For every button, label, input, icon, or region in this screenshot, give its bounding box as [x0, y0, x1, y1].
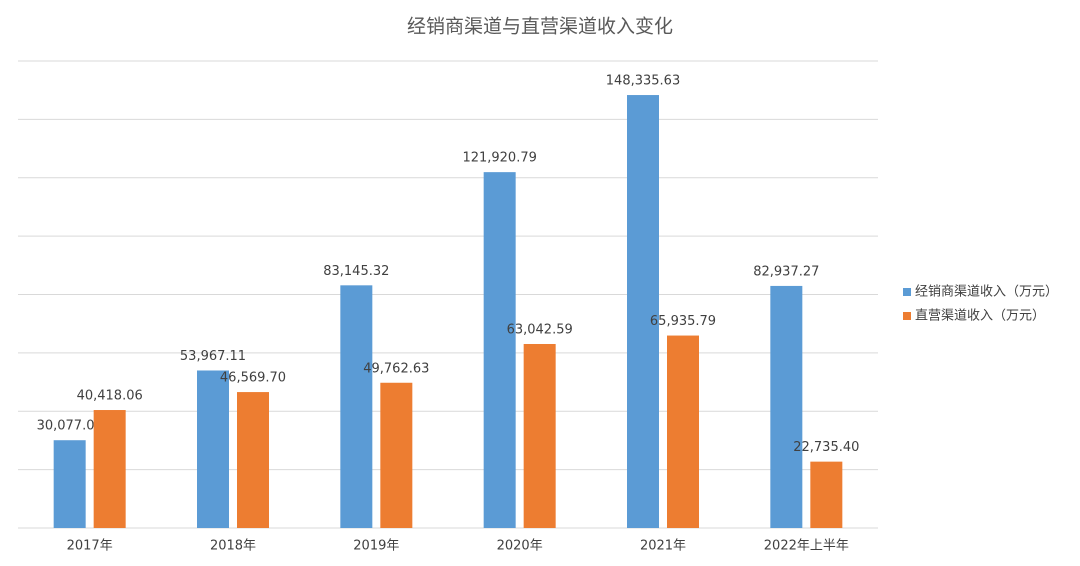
value-label: 148,335.63 [606, 74, 680, 89]
value-label: 65,935.79 [650, 314, 716, 329]
legend-swatch [903, 288, 911, 296]
legend-label: 经销商渠道收入（万元） [915, 285, 1058, 300]
value-label: 82,937.27 [753, 264, 819, 279]
value-label: 22,735.40 [793, 440, 859, 455]
bar [53, 440, 86, 528]
value-label: 63,042.59 [507, 322, 573, 337]
value-label: 46,569.70 [220, 371, 286, 386]
x-tick-label: 2019年 [353, 539, 399, 554]
x-tick-label: 2020年 [497, 539, 543, 554]
x-tick-label: 2022年上半年 [764, 539, 849, 554]
bar [667, 335, 699, 528]
value-label: 30,077.09 [37, 419, 103, 434]
value-label: 83,145.32 [323, 264, 389, 279]
bar [523, 343, 556, 528]
bar [237, 392, 269, 528]
value-label: 49,762.63 [363, 361, 429, 376]
value-label: 121,920.79 [462, 151, 536, 166]
x-tick-label: 2021年 [640, 539, 686, 554]
value-label: 53,967.11 [180, 349, 246, 364]
x-tick-label: 2017年 [67, 539, 113, 554]
bar [197, 370, 229, 528]
bar [810, 461, 843, 528]
bar [770, 285, 803, 528]
bar [340, 285, 373, 528]
value-label: 40,418.06 [77, 389, 143, 404]
legend-swatch [903, 312, 911, 320]
x-tick-label: 2018年 [210, 539, 256, 554]
chart-title: 经销商渠道与直营渠道收入变化 [407, 16, 673, 38]
bar [93, 410, 126, 528]
bar [380, 382, 413, 528]
bar [483, 172, 516, 529]
bar [627, 95, 659, 528]
legend-label: 直营渠道收入（万元） [915, 309, 1045, 324]
